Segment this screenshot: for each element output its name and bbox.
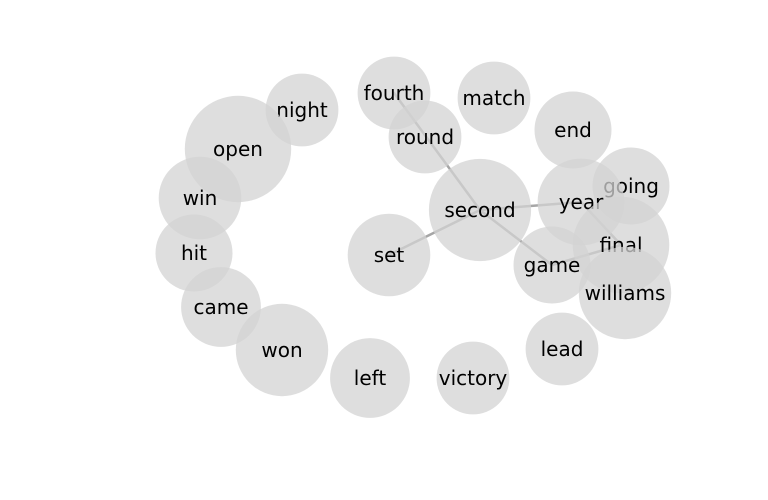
word-label-williams: williams — [585, 281, 666, 305]
bubble-match — [457, 61, 531, 135]
word-label-came: came — [193, 295, 248, 319]
node-victory: victory — [436, 341, 510, 415]
bubble-victory — [436, 341, 510, 415]
node-second: second — [428, 158, 532, 262]
bubble-won — [235, 303, 329, 397]
node-round: round — [388, 100, 462, 174]
word-label-open: open — [213, 137, 263, 161]
node-came: came — [181, 267, 261, 347]
node-game: game — [513, 226, 591, 304]
bubble-round — [388, 100, 462, 174]
bubble-second — [428, 158, 532, 262]
node-williams: williams — [578, 246, 672, 340]
node-end: end — [534, 91, 612, 169]
bubble-came — [181, 267, 261, 347]
word-label-fourth: fourth — [364, 81, 425, 105]
word-label-game: game — [524, 253, 581, 277]
bubble-left — [330, 338, 410, 418]
word-label-match: match — [462, 86, 525, 110]
word-label-set: set — [374, 243, 405, 267]
node-set: set — [347, 213, 431, 297]
node-left: left — [330, 338, 410, 418]
bubble-game — [513, 226, 591, 304]
word-label-win: win — [183, 186, 218, 210]
bubble-end — [534, 91, 612, 169]
bubble-lead — [525, 312, 599, 386]
word-label-victory: victory — [439, 366, 508, 390]
node-lead: lead — [525, 312, 599, 386]
word-label-left: left — [354, 366, 387, 390]
bubble-set — [347, 213, 431, 297]
word-label-lead: lead — [541, 337, 584, 361]
bubble-williams — [578, 246, 672, 340]
word-label-end: end — [554, 118, 592, 142]
word-label-round: round — [396, 125, 454, 149]
word-label-hit: hit — [181, 241, 207, 265]
node-match: match — [457, 61, 531, 135]
word-label-night: night — [276, 98, 328, 122]
word-label-won: won — [261, 338, 302, 362]
word-label-second: second — [444, 198, 515, 222]
node-won: won — [235, 303, 329, 397]
